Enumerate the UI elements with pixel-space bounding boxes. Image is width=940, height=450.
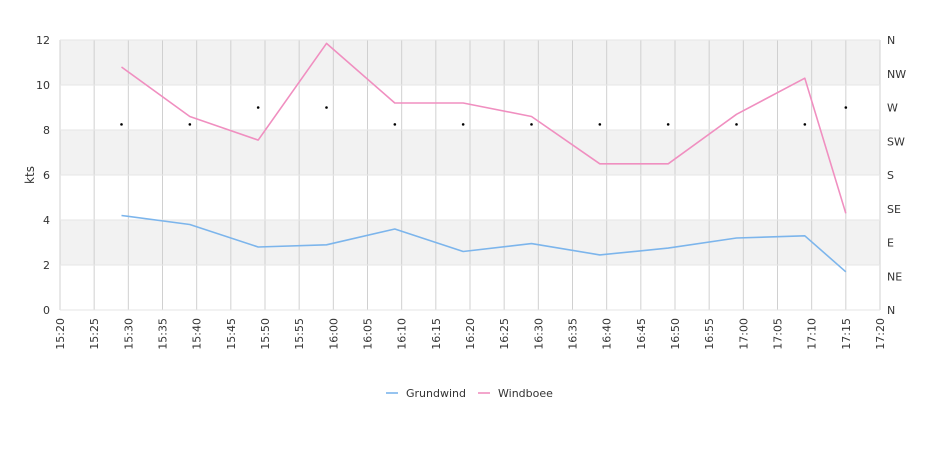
- direction-marker: [188, 123, 192, 126]
- x-tick-label: 17:15: [840, 318, 853, 350]
- direction-marker: [120, 123, 123, 126]
- y-axis-label: kts: [23, 166, 37, 184]
- series-line-windboee: [121, 42, 847, 214]
- x-tick-label: 16:35: [567, 318, 580, 350]
- direction-marker: [735, 123, 738, 126]
- x-tick-label: 16:50: [669, 318, 682, 350]
- direction-tick-label: W: [887, 102, 898, 115]
- y-tick-label: 0: [43, 304, 50, 317]
- y-axis-tick-labels: 0 2 4 6 8 10 12: [36, 34, 50, 317]
- series-lines: [121, 42, 847, 273]
- x-tick-label: 15:40: [191, 318, 204, 350]
- direction-marker: [325, 106, 328, 109]
- direction-marker: [666, 123, 670, 126]
- x-tick-label: 16:45: [635, 318, 648, 350]
- x-tick-label: 15:35: [157, 318, 170, 350]
- x-tick-label: 16:05: [362, 318, 375, 350]
- direction-tick-label: SE: [887, 203, 901, 216]
- direction-markers: [120, 106, 848, 126]
- x-tick-label: 15:55: [293, 318, 306, 350]
- direction-marker: [256, 106, 260, 109]
- x-tick-label: 15:45: [225, 318, 238, 350]
- direction-tick-label: SW: [887, 135, 905, 148]
- y-tick-label: 4: [43, 214, 50, 227]
- direction-tick-label: N: [887, 34, 895, 47]
- direction-tick-label: N: [887, 304, 895, 317]
- legend-label: Grundwind: [406, 387, 466, 400]
- series-line-grundwind: [121, 214, 847, 273]
- x-tick-label: 16:25: [498, 318, 511, 350]
- direction-axis-tick-labels: N NE E SE S SW W NW N: [887, 34, 906, 317]
- x-tick-label: 16:30: [532, 318, 545, 350]
- x-tick-label: 17:00: [737, 318, 750, 350]
- y-tick-label: 2: [43, 259, 50, 272]
- legend: Grundwind Windboee: [386, 387, 553, 400]
- x-tick-label: 16:15: [430, 318, 443, 350]
- x-axis-tick-labels: 15:20 15:25 15:30 15:35 15:40 15:45 15:50 15:55…: [54, 318, 887, 350]
- legend-label: Windboee: [498, 387, 553, 400]
- direction-marker: [803, 123, 807, 126]
- x-tick-label: 16:10: [396, 318, 409, 350]
- y-gridlines: [60, 39, 880, 311]
- y-tick-label: 12: [36, 34, 50, 47]
- direction-tick-label: E: [887, 237, 894, 250]
- x-tick-label: 16:20: [464, 318, 477, 350]
- direction-marker: [598, 123, 602, 126]
- direction-tick-label: S: [887, 169, 894, 182]
- x-tick-label: 15:50: [259, 318, 272, 350]
- x-tick-label: 17:10: [806, 318, 819, 350]
- y-tick-label: 8: [43, 124, 50, 137]
- x-tick-label: 16:40: [601, 318, 614, 350]
- direction-marker: [461, 123, 465, 126]
- direction-marker: [844, 106, 848, 109]
- x-tick-label: 16:00: [327, 318, 340, 350]
- x-tick-label: 15:25: [88, 318, 101, 350]
- direction-marker: [393, 123, 397, 126]
- direction-tick-label: NE: [887, 270, 902, 283]
- direction-tick-label: NW: [887, 68, 906, 81]
- x-tick-label: 15:20: [54, 318, 67, 350]
- direction-marker: [530, 123, 533, 126]
- x-tick-label: 17:20: [874, 318, 887, 350]
- x-tick-label: 15:30: [122, 318, 135, 350]
- x-tick-label: 16:55: [703, 318, 716, 350]
- y-tick-label: 6: [43, 169, 50, 182]
- x-tick-label: 17:05: [772, 318, 785, 350]
- y-tick-label: 10: [36, 79, 50, 92]
